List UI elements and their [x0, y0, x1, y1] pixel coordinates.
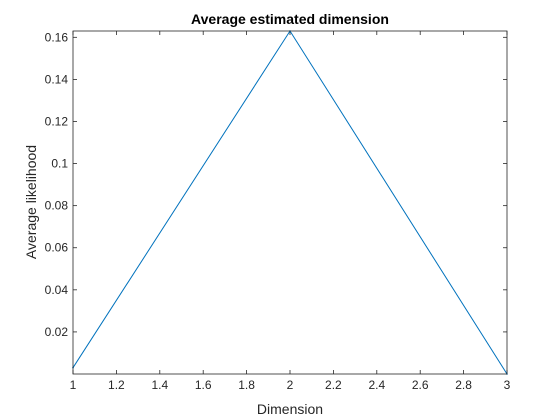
x-tick-label: 1.8 — [238, 378, 255, 392]
y-tick-label: 0.04 — [45, 283, 69, 297]
y-tick-label: 0.12 — [45, 114, 69, 128]
y-tick-label: 0.14 — [45, 72, 69, 86]
x-tick-label: 3 — [504, 378, 511, 392]
x-tick-label: 1 — [70, 378, 77, 392]
plot-area — [73, 31, 507, 374]
x-tick-label: 2.8 — [455, 378, 472, 392]
y-tick-label: 0.16 — [45, 30, 69, 44]
y-axis-title: Average likelihood — [23, 145, 39, 259]
x-tick-label: 1.6 — [195, 378, 212, 392]
x-tick-label: 2 — [287, 378, 294, 392]
chart-title: Average estimated dimension — [191, 11, 389, 27]
x-tick-label: 1.2 — [108, 378, 125, 392]
x-tick-label: 2.4 — [368, 378, 385, 392]
plot-box — [72, 30, 508, 375]
x-tick-label: 2.6 — [412, 378, 429, 392]
y-tick-label: 0.1 — [51, 157, 68, 171]
x-tick-label: 2.2 — [325, 378, 342, 392]
y-tick-label: 0.06 — [45, 241, 69, 255]
labels-layer: 1 1.2 1.4 1.6 1.8 2 2.2 2.4 2.6 2.8 3 0.02 0.04 0.06 0… — [45, 30, 511, 392]
x-tick-label: 1.4 — [151, 378, 168, 392]
x-axis-title: Dimension — [257, 401, 323, 417]
y-tick-label: 0.08 — [45, 199, 69, 213]
y-tick-label: 0.02 — [45, 325, 69, 339]
